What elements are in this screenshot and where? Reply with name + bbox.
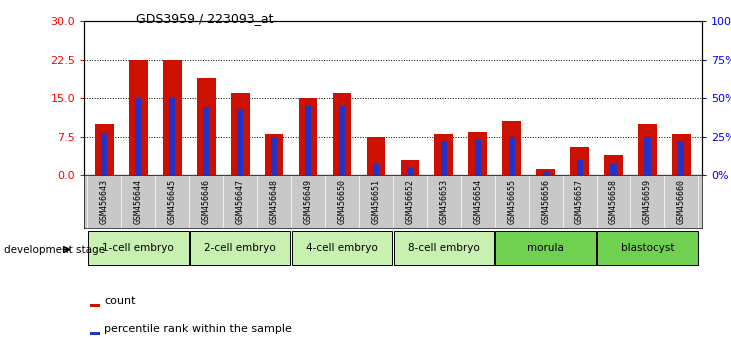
Bar — [441, 141, 447, 175]
Bar — [265, 134, 284, 175]
Text: GSM456643: GSM456643 — [100, 179, 109, 224]
Bar — [135, 98, 141, 175]
Text: GSM456650: GSM456650 — [338, 179, 346, 224]
Text: 2-cell embryo: 2-cell embryo — [204, 243, 276, 253]
Bar — [237, 109, 243, 175]
Bar — [502, 121, 521, 175]
Bar — [610, 164, 616, 175]
FancyBboxPatch shape — [393, 231, 494, 266]
Bar — [367, 137, 385, 175]
Text: GSM456652: GSM456652 — [406, 179, 414, 224]
Bar — [299, 98, 317, 175]
Text: count: count — [105, 296, 136, 306]
Text: GSM456658: GSM456658 — [609, 179, 618, 224]
FancyBboxPatch shape — [597, 231, 697, 266]
FancyBboxPatch shape — [292, 231, 393, 266]
Text: GSM456647: GSM456647 — [235, 179, 245, 224]
Bar — [678, 141, 684, 175]
FancyBboxPatch shape — [190, 231, 290, 266]
Text: blastocyst: blastocyst — [621, 243, 674, 253]
Text: GDS3959 / 223093_at: GDS3959 / 223093_at — [136, 12, 273, 25]
Bar — [509, 137, 515, 175]
Text: GSM456648: GSM456648 — [270, 179, 279, 224]
Bar — [672, 134, 691, 175]
Bar — [102, 133, 107, 175]
Bar — [305, 106, 311, 175]
Text: GSM456653: GSM456653 — [439, 179, 448, 224]
Bar — [542, 171, 549, 175]
Text: percentile rank within the sample: percentile rank within the sample — [105, 324, 292, 334]
Bar — [231, 93, 249, 175]
Text: GSM456649: GSM456649 — [303, 179, 313, 224]
Bar — [605, 155, 623, 175]
Text: 8-cell embryo: 8-cell embryo — [408, 243, 480, 253]
Text: GSM456660: GSM456660 — [677, 179, 686, 224]
Text: GSM456657: GSM456657 — [575, 179, 584, 224]
Bar — [90, 304, 99, 307]
Bar — [163, 60, 181, 175]
Bar — [570, 147, 589, 175]
Text: GSM456659: GSM456659 — [643, 179, 652, 224]
Bar — [645, 137, 651, 175]
Bar — [469, 132, 487, 175]
Bar — [333, 93, 352, 175]
Text: GSM456651: GSM456651 — [371, 179, 380, 224]
Bar — [90, 332, 99, 336]
Text: GSM456646: GSM456646 — [202, 179, 211, 224]
Bar — [401, 160, 419, 175]
Bar — [271, 137, 277, 175]
Bar — [434, 134, 453, 175]
Bar — [339, 106, 345, 175]
Bar — [373, 164, 379, 175]
Bar — [170, 98, 175, 175]
Text: morula: morula — [527, 243, 564, 253]
Text: 1-cell embryo: 1-cell embryo — [102, 243, 174, 253]
Bar — [203, 108, 209, 175]
FancyBboxPatch shape — [88, 231, 189, 266]
Bar — [129, 60, 148, 175]
Text: GSM456655: GSM456655 — [507, 179, 516, 224]
Text: GSM456644: GSM456644 — [134, 179, 143, 224]
Text: GSM456654: GSM456654 — [473, 179, 482, 224]
Text: GSM456645: GSM456645 — [168, 179, 177, 224]
Bar — [95, 124, 114, 175]
Bar — [474, 140, 481, 175]
Bar — [577, 160, 583, 175]
Bar — [407, 167, 413, 175]
FancyBboxPatch shape — [496, 231, 596, 266]
Bar — [537, 169, 555, 175]
Text: GSM456656: GSM456656 — [541, 179, 550, 224]
Bar — [638, 124, 656, 175]
Bar — [197, 78, 216, 175]
Text: development stage: development stage — [4, 245, 105, 255]
Text: 4-cell embryo: 4-cell embryo — [306, 243, 378, 253]
